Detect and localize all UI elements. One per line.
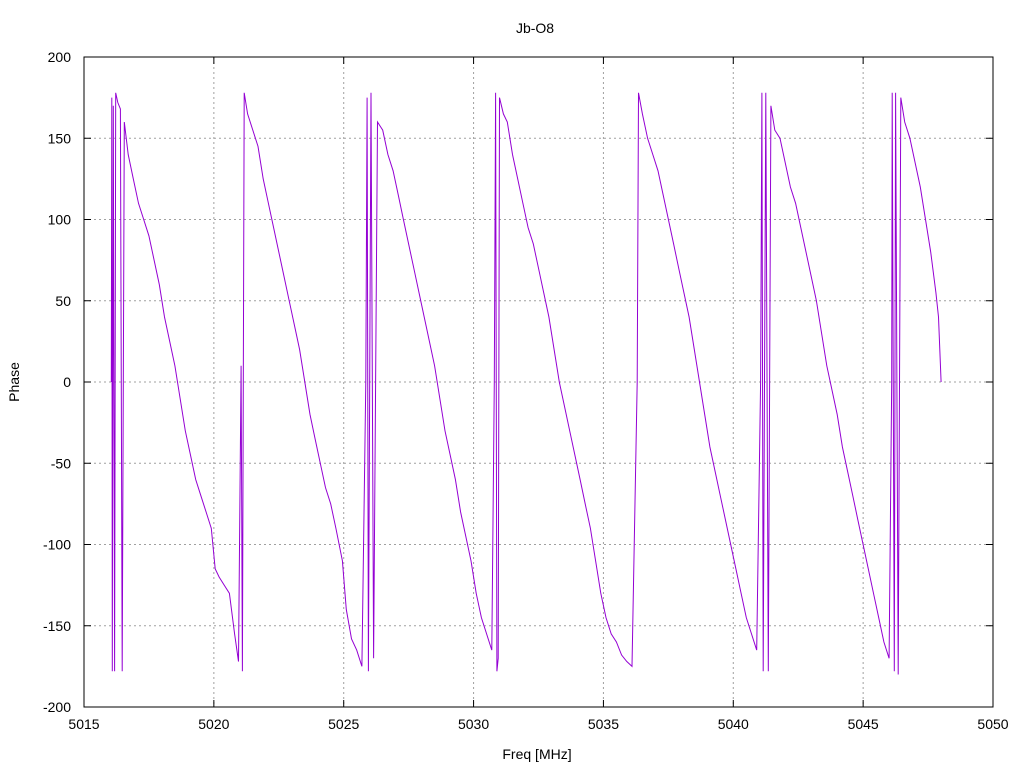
y-tick-label: -150 — [43, 618, 71, 634]
x-tick-label: 5045 — [848, 716, 879, 732]
y-tick-label: 150 — [48, 130, 72, 146]
x-axis-label: Freq [MHz] — [502, 746, 571, 762]
x-tick-label: 5020 — [198, 716, 229, 732]
chart-title: Jb-O8 — [516, 20, 554, 36]
x-tick-label: 5040 — [718, 716, 749, 732]
y-tick-label: 200 — [48, 49, 72, 65]
x-tick-label: 5015 — [68, 716, 99, 732]
x-tick-label: 5030 — [458, 716, 489, 732]
x-tick-label: 5025 — [328, 716, 359, 732]
y-tick-label: 100 — [48, 212, 72, 228]
y-tick-label: -100 — [43, 537, 71, 553]
y-tick-label: -200 — [43, 699, 71, 715]
x-tick-label: 5050 — [977, 716, 1008, 732]
y-tick-label: 50 — [55, 293, 71, 309]
x-tick-label: 5035 — [588, 716, 619, 732]
y-tick-label: -50 — [51, 455, 71, 471]
y-axis-label: Phase — [6, 362, 22, 402]
y-tick-label: 0 — [63, 374, 71, 390]
